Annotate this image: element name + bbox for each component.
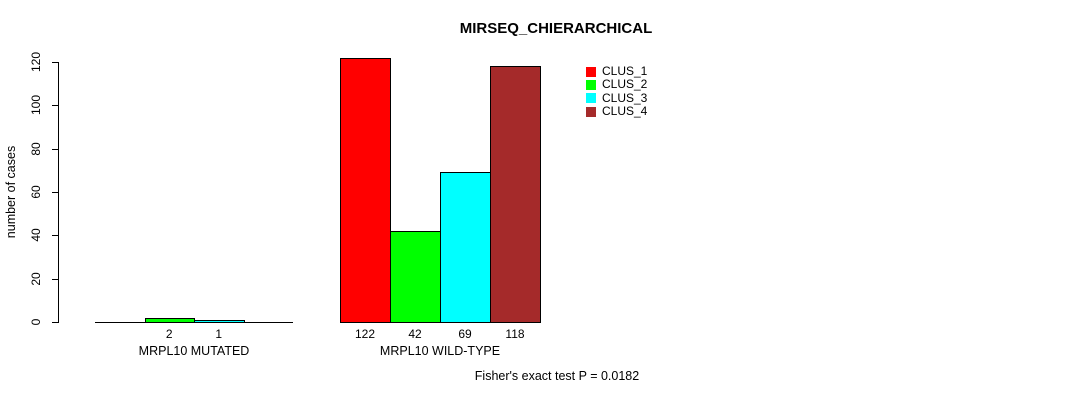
y-axis-tick-label: 20: [29, 271, 43, 286]
chart-title: MIRSEQ_CHIERARCHICAL: [459, 20, 653, 37]
bar-value-label: 122: [354, 327, 376, 341]
y-axis-tick-label: 120: [29, 51, 43, 73]
legend-swatch-icon: [586, 106, 596, 117]
y-axis-line: [58, 62, 59, 323]
footnote-stat-test: Fisher's exact test P = 0.0182: [474, 369, 640, 383]
y-axis-tick-label: 40: [29, 228, 43, 243]
x-group-label: MRPL10 WILD-TYPE: [379, 344, 501, 358]
y-axis-tick-label: 80: [29, 141, 43, 156]
y-axis-tick: [52, 148, 58, 150]
bar-clus_4-wild-type: [490, 66, 541, 323]
bar-clus_3-mutated: [194, 320, 245, 323]
bar-value-label: 2: [165, 327, 173, 341]
legend-label: CLUS_1: [602, 64, 648, 79]
bar-clus_2-mutated: [144, 318, 195, 323]
y-axis-tick: [52, 62, 58, 63]
legend-label: CLUS_2: [602, 77, 648, 92]
legend-swatch-icon: [586, 79, 596, 90]
legend-item: CLUS_3: [586, 90, 648, 105]
legend-item: CLUS_2: [586, 78, 647, 91]
legend-item: CLUS_1: [586, 65, 647, 78]
y-axis-tick-label: 0: [29, 318, 43, 326]
bar-value-label: 69: [458, 327, 472, 341]
y-axis-tick: [52, 235, 58, 237]
y-axis-tick: [52, 278, 58, 280]
y-axis-tick: [52, 105, 58, 107]
y-axis-tick: [52, 192, 58, 193]
bar-clus_3-wild-type: [440, 172, 491, 323]
legend-swatch-icon: [586, 93, 596, 104]
y-axis-tick: [52, 322, 58, 323]
y-axis-tick-label: 100: [29, 95, 43, 116]
bar-clus_1-wild-type: [340, 58, 391, 323]
x-group-label: MRPL10 MUTATED: [138, 344, 250, 358]
y-axis-title: number of cases: [4, 145, 18, 239]
legend: CLUS_1 CLUS_2 CLUS_3 CLUS_4: [586, 65, 647, 118]
legend-label: CLUS_3: [602, 90, 648, 105]
legend-label: CLUS_4: [602, 104, 648, 119]
bar-value-label: 118: [505, 327, 525, 341]
y-axis-tick-label: 60: [29, 185, 43, 199]
bar-value-label: 42: [408, 327, 422, 341]
bar-value-label: 1: [215, 327, 223, 341]
legend-item: CLUS_4: [586, 105, 647, 118]
bar-clus_2-wild-type: [390, 231, 441, 323]
legend-swatch-icon: [586, 66, 596, 77]
